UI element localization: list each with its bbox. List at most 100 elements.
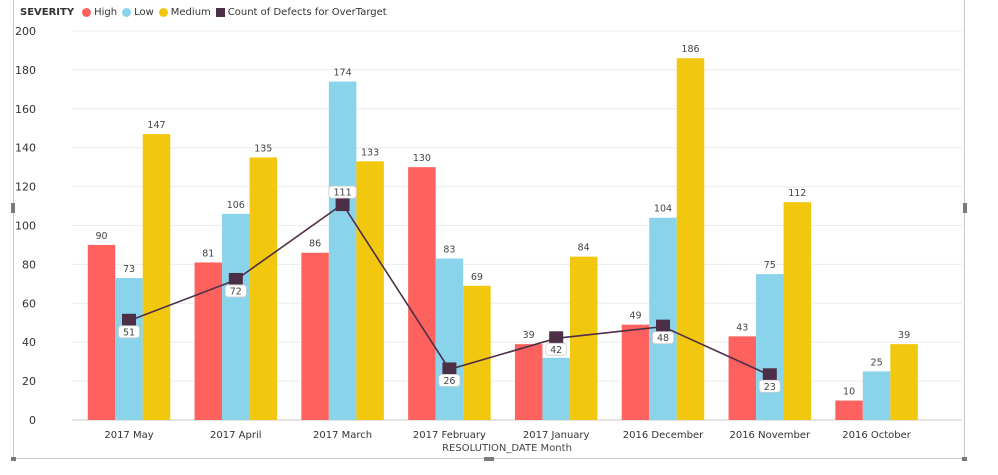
line-point[interactable] (122, 313, 136, 328)
bar[interactable] (621, 324, 650, 420)
bar-data-label: 104 (654, 204, 672, 215)
bar[interactable] (676, 58, 705, 420)
bar-data-label: 75 (764, 260, 776, 271)
bar-data-label: 112 (788, 188, 806, 199)
resize-handle-bottom[interactable] (484, 457, 494, 461)
line-point[interactable] (762, 368, 777, 383)
bar-data-label: 106 (227, 200, 245, 211)
line-data-label: 51 (123, 327, 135, 338)
x-tick-label: 2017 January (523, 430, 590, 441)
bar[interactable] (249, 157, 278, 421)
line-label-box (758, 379, 781, 393)
bar[interactable] (890, 344, 918, 420)
y-tick-label: 160 (15, 103, 36, 116)
bar-data-label: 39 (523, 330, 535, 341)
bar[interactable] (728, 336, 757, 420)
bar[interactable] (435, 258, 464, 420)
bar[interactable] (463, 285, 491, 420)
line-label-box (118, 325, 140, 339)
line-data-label: 48 (657, 333, 669, 344)
y-tick-label: 120 (15, 181, 36, 194)
y-tick-label: 180 (15, 64, 36, 77)
line-point[interactable] (549, 331, 564, 346)
bar-data-label: 147 (147, 120, 165, 131)
line-label-box (224, 284, 247, 298)
bar-data-label: 49 (629, 311, 641, 322)
bar[interactable] (194, 262, 223, 420)
bar[interactable] (301, 252, 329, 420)
legend-item-high[interactable]: High (82, 7, 117, 18)
line-point[interactable] (656, 319, 670, 334)
bar[interactable] (408, 167, 436, 420)
x-tick-label: 2016 October (842, 430, 912, 441)
y-tick-label: 200 (15, 25, 36, 38)
bar-data-label: 84 (578, 243, 590, 254)
bar[interactable] (514, 344, 543, 420)
line-data-label: 111 (334, 188, 352, 199)
legend-label-high: High (94, 6, 118, 18)
line-label-box (328, 185, 357, 199)
bar-data-label: 135 (254, 143, 272, 154)
legend-label-overtarget: Count of Defects for OverTarget (227, 6, 387, 18)
bar[interactable] (87, 244, 116, 420)
y-tick-label: 40 (22, 336, 36, 349)
bar[interactable] (569, 256, 598, 420)
bar[interactable] (835, 400, 863, 420)
bar-data-label: 83 (443, 245, 455, 256)
bar-data-label: 69 (471, 272, 483, 283)
bar[interactable] (783, 202, 812, 420)
legend-item-low[interactable]: Low (122, 7, 154, 18)
bar-data-label: 133 (361, 147, 379, 158)
x-tick-label: 2017 May (104, 430, 153, 441)
bar-data-label: 10 (843, 387, 855, 398)
bar-data-label: 73 (123, 264, 135, 275)
y-tick-label: 20 (22, 375, 36, 388)
y-tick-label: 60 (22, 297, 36, 310)
line-point[interactable] (442, 362, 457, 377)
legend: SEVERITY High Low Medium Count of Defect… (20, 4, 392, 20)
legend-marker-overtarget (215, 7, 225, 17)
y-tick-label: 0 (29, 414, 36, 427)
bar[interactable] (542, 357, 570, 420)
x-tick-label: 2017 April (210, 430, 261, 441)
x-axis-title: RESOLUTION_DATE Month (442, 443, 572, 454)
legend-label-medium: Medium (170, 6, 211, 18)
line-label-box (545, 342, 568, 356)
bar-data-label: 174 (334, 68, 352, 79)
line-data-label: 23 (764, 382, 776, 393)
line-data-label: 72 (230, 286, 242, 297)
x-tick-label: 2016 December (623, 430, 704, 441)
resize-handle-bottom-left[interactable] (11, 457, 16, 461)
bar-data-label: 81 (202, 248, 214, 259)
x-tick-label: 2017 February (413, 430, 486, 441)
resize-handle-left[interactable] (11, 203, 15, 213)
legend-item-medium[interactable]: Medium (158, 6, 211, 18)
line-point[interactable] (228, 272, 243, 287)
bar[interactable] (222, 213, 250, 420)
bar-data-label: 43 (736, 322, 748, 333)
bar[interactable] (649, 217, 677, 420)
legend-label-low: Low (134, 6, 154, 18)
x-tick-label: 2016 November (729, 430, 811, 441)
line-label-box (438, 374, 461, 387)
bar[interactable] (115, 278, 143, 420)
legend-item-overtarget[interactable]: Count of Defects for OverTarget (215, 6, 387, 18)
legend-marker-low (122, 7, 132, 17)
y-tick-label: 100 (15, 220, 36, 233)
y-tick-label: 80 (22, 258, 36, 271)
line-point[interactable] (335, 197, 350, 212)
bar-data-label: 130 (413, 153, 431, 164)
resize-handle-right[interactable] (963, 203, 967, 213)
bar[interactable] (862, 371, 891, 420)
bar-data-label: 86 (309, 239, 321, 250)
y-tick-label: 140 (15, 142, 36, 155)
bar[interactable] (142, 134, 171, 420)
line-data-label: 42 (550, 345, 562, 356)
resize-handle-bottom-right[interactable] (962, 457, 967, 461)
bar[interactable] (356, 161, 384, 420)
bar-data-label: 39 (898, 330, 910, 341)
bar[interactable] (328, 81, 357, 420)
line-data-label: 26 (443, 376, 455, 387)
bar[interactable] (756, 274, 784, 420)
